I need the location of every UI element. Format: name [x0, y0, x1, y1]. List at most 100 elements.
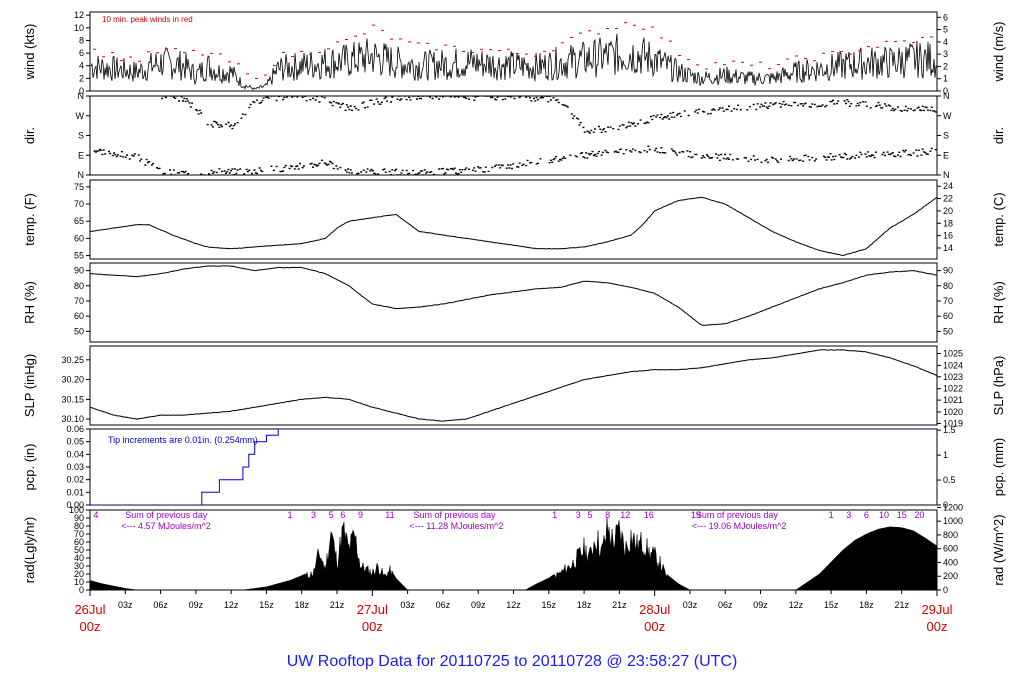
y2-tick-label: 0 — [943, 585, 948, 595]
day-label: 29Jul — [921, 602, 952, 617]
radiation-area — [90, 517, 937, 590]
y2-tick-label: E — [943, 150, 949, 160]
y-tick-label: 30.15 — [61, 394, 84, 404]
y2-tick-label: 1021 — [943, 395, 963, 405]
y-axis-label: wind (kts) — [22, 24, 37, 81]
y2-tick-label: 800 — [943, 530, 958, 540]
y-axis-label: temp. (F) — [22, 193, 37, 246]
panel-data — [90, 517, 937, 590]
y2-tick-label: 1.5 — [943, 425, 956, 435]
y-tick-label: 0.04 — [66, 449, 84, 459]
y2-tick-label: 6 — [943, 12, 948, 22]
hour-label: 16 — [644, 510, 654, 520]
y2-tick-label: 0 — [943, 500, 948, 510]
y-axis-label: SLP (inHg) — [22, 354, 37, 417]
y2-tick-label: 1019 — [943, 418, 963, 428]
x-tick-label: 21z — [612, 600, 627, 610]
hour-label: 10 — [879, 510, 889, 520]
hour-label: 9 — [358, 510, 363, 520]
y-axis-label: pcp. (in) — [22, 444, 37, 491]
y-tick-label: W — [76, 111, 85, 121]
y-tick-label: 90 — [74, 513, 84, 523]
y2-tick-label: 0 — [943, 86, 948, 96]
panel-frame — [89, 509, 938, 591]
y-tick-label: 70 — [74, 529, 84, 539]
y-tick-label: 12 — [74, 10, 84, 20]
y2-tick-label: S — [943, 131, 949, 141]
y-tick-label: 60 — [74, 233, 84, 243]
y-tick-label: 0 — [79, 86, 84, 96]
hour-label: 15 — [897, 510, 907, 520]
wind-series-line — [90, 33, 937, 91]
tip-increment-note: Tip increments are 0.01in. (0.254mm) — [108, 435, 258, 445]
day-sum-title: Sum of previous day — [696, 510, 779, 520]
x-tick-label: 12z — [506, 600, 521, 610]
x-tick-label: 21z — [330, 600, 345, 610]
y-tick-label: 65 — [74, 216, 84, 226]
y-tick-label: 0.03 — [66, 462, 84, 472]
x-tick-label: 03z — [118, 600, 133, 610]
panel-data — [90, 349, 937, 422]
hour-label: 5 — [587, 510, 592, 520]
y2-tick-label: 70 — [943, 296, 953, 306]
panel-rh: 50 60 70 80 90 50 60 70 80 90 RH (%) RH (%) — [22, 262, 1006, 343]
hour-label: 4 — [93, 510, 98, 520]
y2-tick-label: 80 — [943, 281, 953, 291]
y-tick-label: N — [78, 91, 85, 101]
y2-tick-label: N — [943, 170, 950, 180]
hour-label: 19 — [691, 510, 701, 520]
y2-tick-label: 5 — [943, 25, 948, 35]
y2-axis-label: pcp. (mm) — [991, 438, 1006, 497]
y-tick-label: 2 — [79, 73, 84, 83]
x-tick-label: 21z — [894, 600, 909, 610]
y-tick-label: S — [78, 131, 84, 141]
y2-tick-label: 1025 — [943, 349, 963, 359]
direction-series-2 — [161, 96, 937, 134]
hour-label: 8 — [605, 510, 610, 520]
y2-tick-label: N — [943, 91, 950, 101]
day-label: 26Jul — [74, 602, 105, 617]
y-tick-label: 4 — [79, 61, 84, 71]
y2-tick-label: 1 — [943, 450, 948, 460]
x-tick-label: 15z — [542, 600, 557, 610]
y-axis-label: dir. — [22, 127, 37, 144]
panel-data — [90, 265, 937, 326]
y-tick-label: 60 — [74, 537, 84, 547]
y2-tick-label: 60 — [943, 311, 953, 321]
y2-tick-label: 18 — [943, 218, 953, 228]
x-tick-label: 06z — [718, 600, 733, 610]
y-tick-label: 20 — [74, 569, 84, 579]
hour-label: 3 — [576, 510, 581, 520]
y2-tick-label: 4 — [943, 37, 948, 47]
y-tick-label: 0 — [79, 585, 84, 595]
y-tick-label: 55 — [74, 251, 84, 261]
panel-data — [93, 96, 937, 175]
y2-tick-label: 1200 — [943, 502, 963, 512]
y-tick-label: 50 — [74, 545, 84, 555]
day-sum-value: <--- 19.06 MJoules/m^2 — [692, 521, 787, 531]
y2-tick-label: 1 — [943, 74, 948, 84]
y-tick-label: 0.00 — [66, 500, 84, 510]
y2-tick-label: 1022 — [943, 384, 963, 394]
day-label-time: 00z — [927, 619, 948, 634]
day-sum-value: <--- 11.28 MJoules/m^2 — [410, 521, 504, 531]
y2-axis-label: temp. (C) — [991, 192, 1006, 246]
x-tick-label: 18z — [294, 600, 309, 610]
hour-label: 12 — [620, 510, 630, 520]
y-tick-label: 10 — [74, 577, 84, 587]
y2-axis-label: RH (%) — [991, 281, 1006, 324]
day-label-time: 00z — [644, 619, 665, 634]
day-sum-value: <--- 4.57 MJoules/m^2 — [121, 521, 211, 531]
y-tick-label: 30.25 — [61, 355, 84, 365]
y-tick-label: 30.10 — [61, 414, 84, 424]
y2-tick-label: 1024 — [943, 360, 963, 370]
x-tick-label: 12z — [789, 600, 804, 610]
y-tick-label: 0.02 — [66, 475, 84, 485]
hour-label: 5 — [329, 510, 334, 520]
y2-tick-label: 90 — [943, 266, 953, 276]
